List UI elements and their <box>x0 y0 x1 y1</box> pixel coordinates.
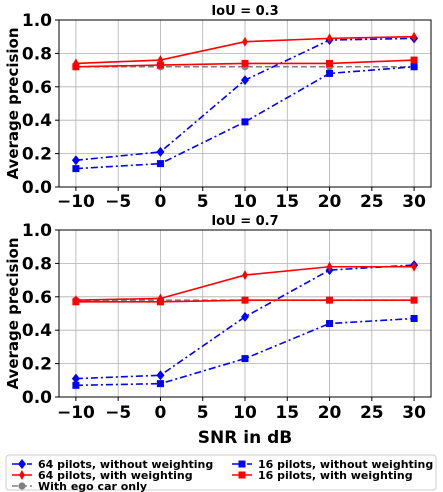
series-64-pilots-with-weighting <box>73 261 417 306</box>
y-tick-label: 0.2 <box>22 355 52 375</box>
y-axis-label: Average precision <box>4 27 22 179</box>
legend-item: 64 pilots, with weighting <box>12 469 193 482</box>
x-tick-label: −5 <box>105 192 131 212</box>
legend-label: 64 pilots, without weighting <box>38 458 213 471</box>
data-point <box>241 118 249 126</box>
data-point <box>410 56 418 64</box>
chart-title: IoU = 0.3 <box>211 4 278 19</box>
data-point <box>326 33 333 44</box>
data-point <box>242 36 248 47</box>
legend-item: With ego car only <box>12 480 147 492</box>
x-tick-label: 25 <box>360 403 384 423</box>
data-point <box>411 31 417 42</box>
y-tick-label: 0.6 <box>22 78 52 98</box>
y-tick-label: 0.8 <box>22 44 52 64</box>
x-tick-label: 5 <box>197 403 209 423</box>
series-16-pilots-without-weighting <box>72 315 418 389</box>
y-tick-label: 1.0 <box>22 11 52 31</box>
data-point <box>410 296 418 304</box>
x-tick-label: 0 <box>155 192 167 212</box>
data-point <box>71 155 80 166</box>
series-line <box>75 317 415 387</box>
legend-marker <box>19 470 25 480</box>
chart-panel-iou-0.7: −10 −5 0 5 10 15 20 25 30 0.0 0.2 0.4 0.6 0.8 1.0 IoU =… <box>4 214 432 448</box>
data-point <box>156 146 165 157</box>
chart-panel-iou-0.3: −10 −5 0 5 10 15 20 25 30 0.0 0.2 0.4 0.6 0.8 1.0 IoU =… <box>4 4 432 212</box>
legend: 64 pilots, without weighting 16 pilots, w… <box>5 454 437 492</box>
data-point <box>326 320 334 328</box>
data-point <box>326 59 334 67</box>
legend-label: 16 pilots, with weighting <box>258 469 413 482</box>
x-tick-label: 20 <box>318 403 342 423</box>
x-tick-label: 5 <box>197 192 209 212</box>
x-tick-label: 30 <box>402 192 426 212</box>
x-tick-label: 15 <box>275 192 299 212</box>
data-point <box>241 296 249 304</box>
y-axis-label: Average precision <box>4 237 22 389</box>
series-line <box>75 264 415 380</box>
legend-marker <box>238 460 246 468</box>
chart-title: IoU = 0.7 <box>211 214 278 229</box>
y-tick-label: 1.0 <box>22 221 52 241</box>
y-tick-label: 0.6 <box>22 288 52 308</box>
legend-marker <box>238 471 246 479</box>
data-point <box>156 61 164 69</box>
x-tick-label: 20 <box>318 192 342 212</box>
data-point <box>72 298 80 306</box>
data-point <box>326 296 334 304</box>
data-point <box>326 69 334 77</box>
legend-marker <box>18 482 26 490</box>
y-tick-label: 0.8 <box>22 254 52 274</box>
x-tick-label: 0 <box>155 403 167 423</box>
legend-label: 16 pilots, without weighting <box>258 458 433 471</box>
y-tick-label: 0.0 <box>22 388 52 408</box>
series-16-pilots-without-weighting <box>72 63 418 173</box>
data-point <box>71 373 80 384</box>
legend-item: 16 pilots, with weighting <box>232 469 413 482</box>
data-point <box>411 261 417 272</box>
data-point <box>156 298 164 306</box>
x-tick-label: −5 <box>105 403 131 423</box>
data-point <box>410 63 418 71</box>
x-tick-label: 25 <box>360 192 384 212</box>
data-point <box>326 261 333 272</box>
legend-item: 16 pilots, without weighting <box>232 458 433 471</box>
y-tick-label: 0.4 <box>22 321 52 341</box>
legend-box <box>5 454 437 491</box>
data-point <box>72 381 80 389</box>
x-tick-label: −10 <box>57 192 95 212</box>
data-point <box>242 270 248 281</box>
legend-item: 64 pilots, without weighting <box>12 458 213 471</box>
x-tick-label: 10 <box>233 403 257 423</box>
series-line <box>75 65 415 170</box>
data-point <box>156 160 164 168</box>
y-tick-label: 0.0 <box>22 178 52 198</box>
data-point <box>72 63 80 71</box>
y-tick-label: 0.4 <box>22 111 52 131</box>
data-point <box>156 370 165 381</box>
x-axis-label: SNR in dB <box>198 428 292 448</box>
series-16-pilots-with-weighting <box>72 56 418 71</box>
data-point <box>241 75 249 86</box>
legend-label: 64 pilots, with weighting <box>38 469 193 482</box>
x-tick-label: 30 <box>402 403 426 423</box>
x-tick-label: −10 <box>57 403 95 423</box>
data-point <box>241 59 249 67</box>
series-16-pilots-with-weighting <box>72 296 418 306</box>
y-tick-label: 0.2 <box>22 145 52 165</box>
data-point <box>410 315 418 323</box>
data-point <box>241 311 249 322</box>
legend-marker <box>18 459 26 469</box>
legend-label: With ego car only <box>38 480 147 492</box>
x-tick-label: 10 <box>233 192 257 212</box>
x-tick-label: 15 <box>275 403 299 423</box>
data-point <box>156 380 164 388</box>
data-point <box>72 165 80 173</box>
data-point <box>241 355 249 363</box>
data-point <box>157 55 164 66</box>
